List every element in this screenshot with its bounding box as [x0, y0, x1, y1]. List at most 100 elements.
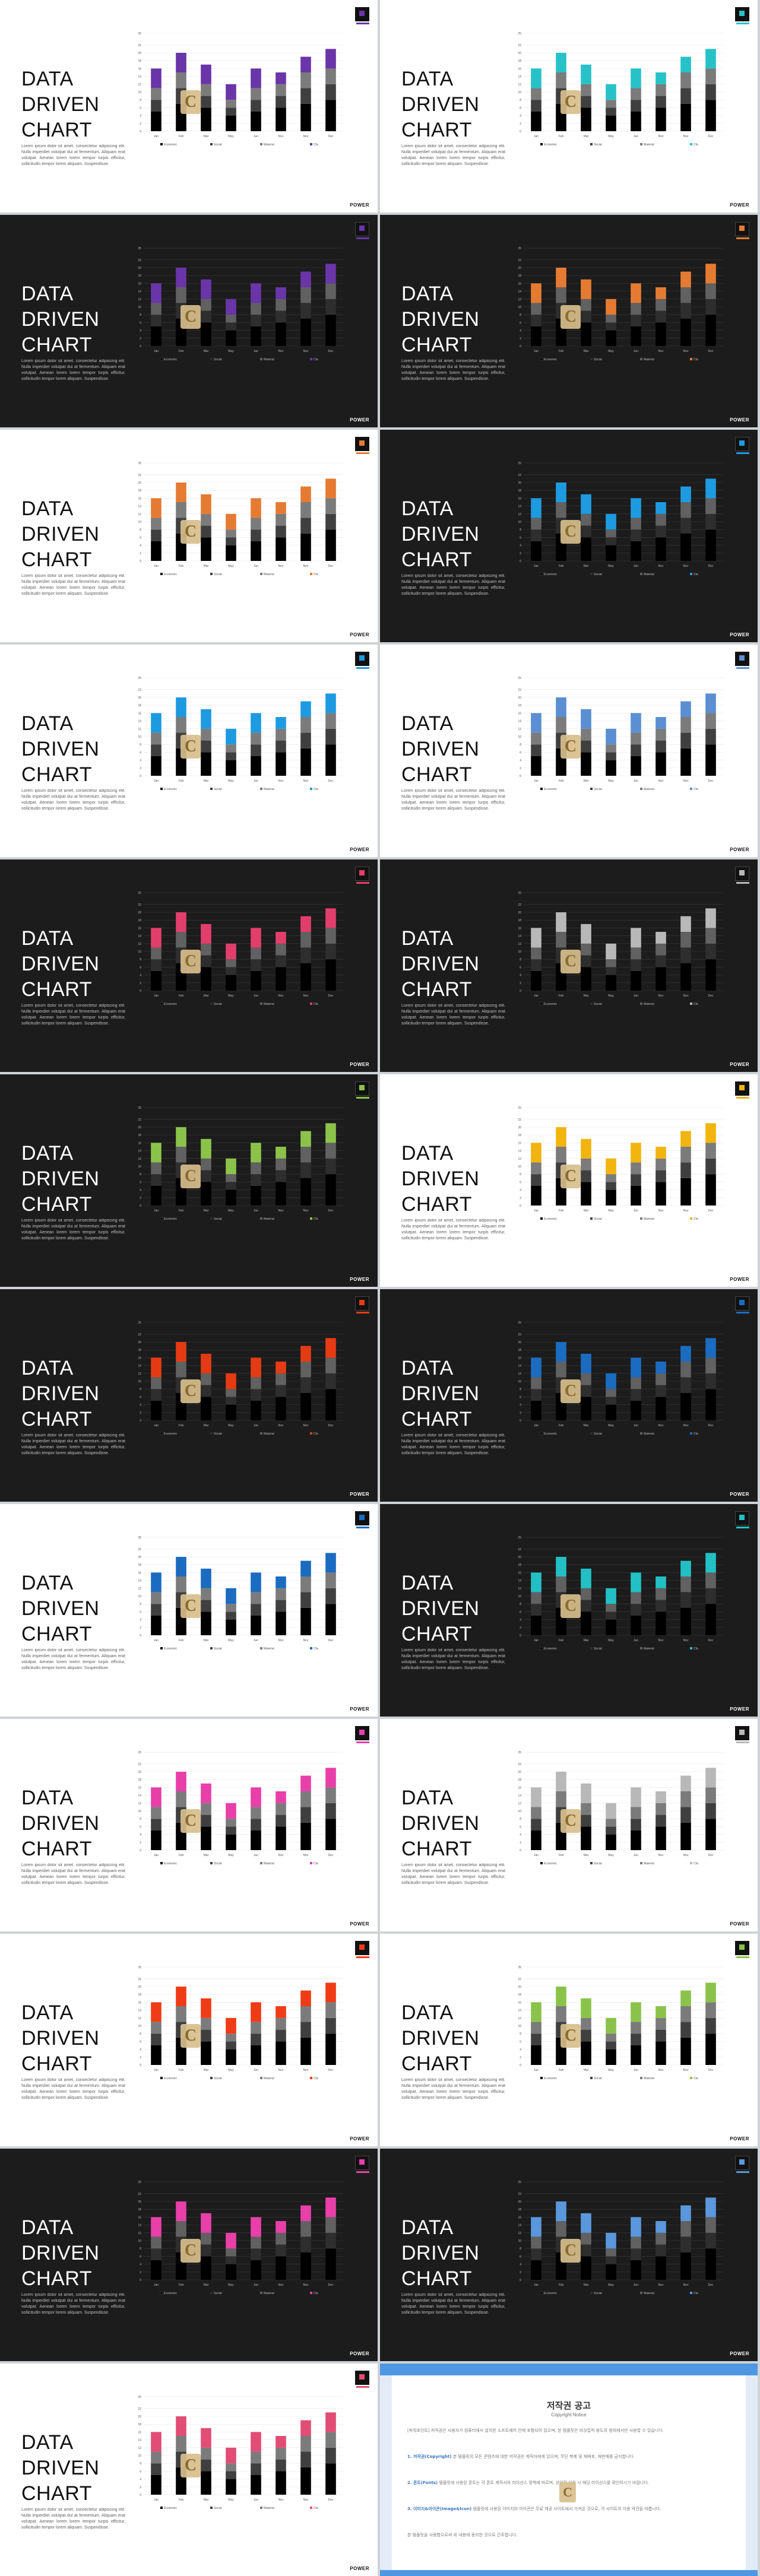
brand-label: POWER — [350, 1706, 369, 1712]
slide-title: DATA DRIVEN CHART — [401, 281, 479, 358]
bar-material-may — [631, 1377, 641, 1389]
bar-social-jul — [680, 303, 691, 319]
x-tick-label: Jun — [254, 1209, 258, 1213]
y-tick-label: 20 — [518, 267, 521, 270]
y-tick-label: 8 — [140, 2032, 141, 2036]
watermark-logo: C — [560, 1379, 581, 1403]
y-tick-label: 6 — [140, 2040, 141, 2044]
corner-accent-line — [356, 1741, 369, 1743]
bar-material-jun — [656, 943, 666, 956]
slide-title-line: CHART — [401, 2267, 472, 2290]
bar-economic-may — [631, 326, 641, 346]
bar-social-jul — [300, 1807, 311, 1823]
bar-social-jan — [151, 1819, 162, 1831]
legend-swatch-economic — [540, 1432, 543, 1435]
bar-material-aug — [705, 1787, 716, 1803]
y-tick-label: 8 — [520, 313, 521, 317]
y-tick-label: 10 — [138, 1595, 141, 1598]
bar-economic-mar — [581, 2041, 591, 2065]
bar-cfa-feb — [556, 53, 566, 72]
slide-title: DATA DRIVEN CHART — [21, 711, 99, 788]
legend-label-material: Material — [264, 2507, 274, 2510]
corner-accent-line — [736, 1741, 749, 1743]
slide-title-line: DRIVEN — [401, 523, 480, 545]
bar-social-may — [251, 2463, 261, 2475]
y-tick-label: 20 — [518, 2200, 521, 2204]
y-tick-label: 8 — [520, 958, 521, 962]
slide-title-line: CHART — [21, 548, 92, 571]
x-tick-label: May — [228, 564, 234, 568]
bar-social-jul — [300, 947, 311, 963]
x-tick-label: Jun — [634, 1424, 638, 1427]
x-tick-label: Mar — [204, 994, 209, 998]
x-tick-label: Dec — [328, 994, 334, 998]
bar-cfa-jun — [276, 932, 286, 944]
bar-material-jun — [276, 1803, 286, 1815]
bar-economic-jul — [300, 103, 311, 131]
bar-economic-apr — [606, 760, 616, 776]
slide-title-line: DATA — [21, 1357, 74, 1379]
y-tick-label: 4 — [520, 2263, 521, 2267]
chart-slide: DATA DRIVEN CHART Lorem ipsum dolor sit ame… — [380, 859, 758, 1072]
legend-swatch-social — [590, 1862, 593, 1864]
legend-label-economic: Economic — [544, 788, 557, 791]
y-tick-label: 6 — [520, 966, 521, 969]
bar-social-mar — [201, 1600, 211, 1612]
y-tick-label: 18 — [518, 1563, 521, 1567]
legend-label-cfa: Cfa — [694, 573, 698, 576]
bar-cfa-jul — [300, 1131, 311, 1147]
legend-swatch-cfa — [310, 143, 312, 145]
brand-label: POWER — [350, 2566, 369, 2571]
bar-material-jun — [276, 728, 286, 741]
y-tick-label: 4 — [140, 329, 141, 333]
bar-social-may — [631, 1389, 641, 1401]
bar-social-may — [251, 315, 261, 326]
y-tick-label: 6 — [520, 1395, 521, 1399]
legend-label-social: Social — [214, 2507, 222, 2510]
bar-cfa-mar — [581, 1568, 591, 1588]
bar-social-apr — [606, 1611, 616, 1620]
slide-title-line: DRIVEN — [401, 1382, 480, 1405]
chart-slide: DATA DRIVEN CHART Lorem ipsum dolor sit ame… — [0, 859, 378, 1072]
bar-social-jul — [300, 732, 311, 748]
bar-cfa-jul — [300, 916, 311, 932]
bar-social-jun — [276, 96, 286, 108]
bar-social-jun — [656, 2029, 666, 2042]
bar-cfa-jun — [276, 2221, 286, 2233]
x-tick-label: Nov — [683, 1639, 689, 1642]
corner-accent-line — [736, 1097, 749, 1099]
legend-swatch-material — [260, 2292, 262, 2294]
bar-cfa-jan — [151, 2002, 162, 2022]
watermark-logo: C — [180, 1594, 201, 1618]
y-tick-label: 25 — [518, 892, 521, 895]
bar-economic-aug — [325, 2463, 336, 2495]
bar-cfa-jun — [276, 2006, 286, 2018]
bar-social-jul — [680, 2022, 691, 2038]
y-tick-label: 0 — [140, 1849, 141, 1852]
legend-swatch-economic — [540, 2077, 543, 2079]
legend-label-cfa: Cfa — [694, 788, 698, 791]
y-tick-label: 10 — [138, 91, 141, 94]
legend-swatch-cfa — [310, 788, 312, 790]
bar-cfa-mar — [201, 494, 211, 514]
slide-title: DATA DRIVEN CHART — [21, 1785, 99, 1862]
bar-cfa-feb — [556, 1557, 566, 1576]
y-tick-label: 16 — [518, 2001, 521, 2004]
legend-swatch-economic — [540, 572, 543, 576]
corner-logo-icon — [359, 11, 365, 16]
bar-material-apr — [606, 959, 616, 967]
corner-accent-line — [356, 1527, 369, 1528]
y-tick-label: 4 — [520, 329, 521, 333]
bar-cfa-aug — [325, 264, 336, 284]
legend-swatch-cfa — [690, 358, 692, 360]
bar-cfa-mar — [201, 279, 211, 299]
bar-cfa-may — [251, 498, 261, 518]
bar-cfa-apr — [226, 1373, 236, 1389]
copyright-panel: 저작권 공고 Copyright Notice [파워포인트] 저작권은 사용자가 … — [392, 2375, 746, 2570]
slide-title-line: DATA — [21, 68, 74, 90]
bar-social-jan — [151, 2033, 162, 2045]
bar-cfa-feb — [556, 697, 566, 717]
bar-cfa-aug — [705, 908, 716, 928]
bar-economic-may — [631, 1616, 641, 1635]
